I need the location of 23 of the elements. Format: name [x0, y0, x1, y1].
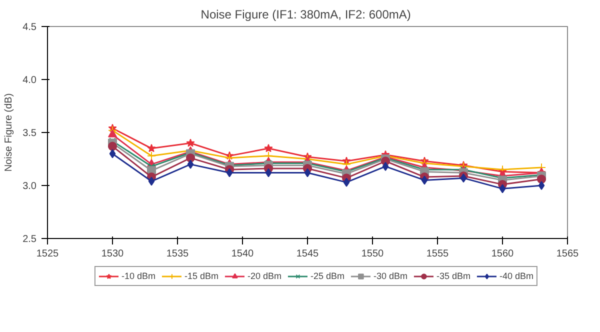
x-tick-label: 1540: [231, 248, 254, 260]
x-tick-label: 1535: [166, 248, 190, 260]
y-axis-title: Noise Figure (dB): [4, 93, 15, 172]
chart-title: Noise Figure (IF1: 380mA, IF2: 600mA): [200, 8, 411, 22]
x-tick-label: 1530: [101, 248, 124, 260]
y-tick-label: 4.5: [22, 22, 37, 33]
legend-label: -15 dBm: [184, 270, 218, 282]
x-tick-label: 1525: [36, 248, 60, 260]
legend-label: -20 dBm: [247, 270, 282, 282]
y-tick-label: 3.5: [22, 128, 37, 139]
legend-label: -10 dBm: [121, 270, 156, 282]
legend-label: -30 dBm: [374, 270, 408, 282]
x-tick-label: 1550: [361, 248, 384, 260]
y-tick-label: 3.0: [22, 181, 37, 192]
legend-label: -40 dBm: [500, 270, 534, 282]
x-tick-label: 1565: [556, 248, 580, 260]
legend-label: -25 dBm: [310, 270, 345, 282]
x-tick-label: 1560: [491, 248, 514, 260]
y-tick-label: 4.0: [22, 75, 37, 86]
x-tick-label: 1545: [296, 248, 320, 260]
x-tick-label: 1555: [426, 248, 450, 260]
legend-label: -35 dBm: [436, 270, 471, 282]
y-tick-label: 2.5: [22, 234, 37, 245]
